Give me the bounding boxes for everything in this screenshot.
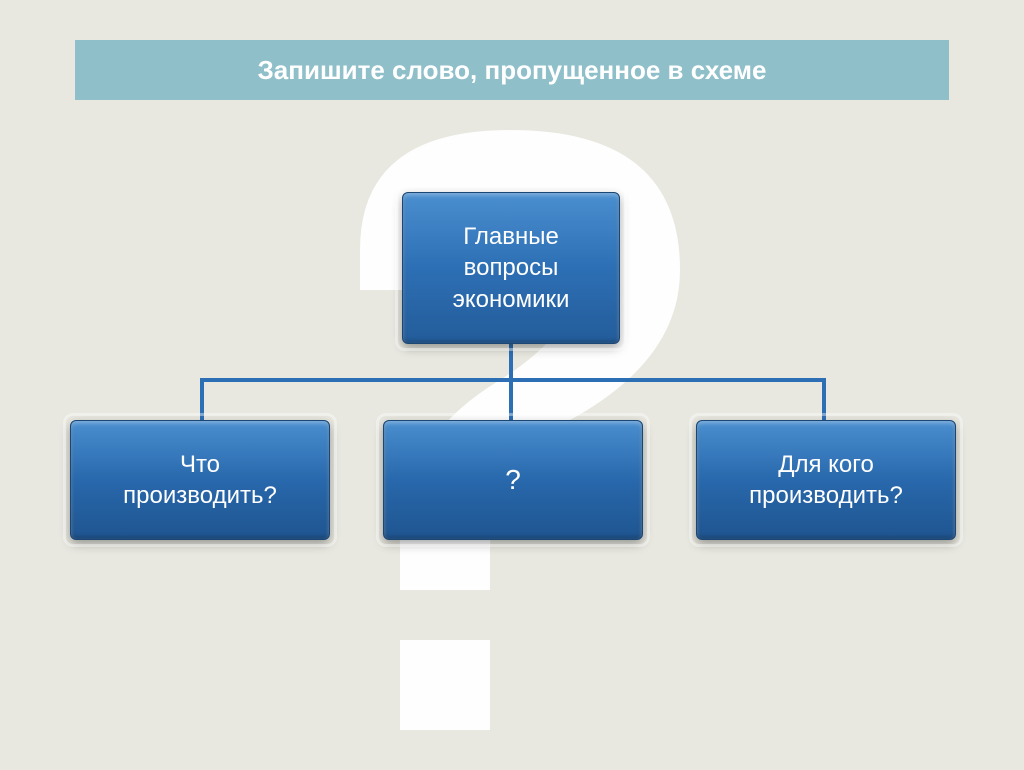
child-node-right: Для кого производить?: [696, 420, 956, 540]
root-node: Главные вопросы экономики: [402, 192, 620, 344]
connector-line: [509, 344, 513, 380]
connector-line: [200, 378, 826, 382]
child-node-mid: ?: [383, 420, 643, 540]
child-node-label: Что производить?: [123, 449, 277, 511]
connector-line: [822, 378, 826, 420]
child-node-left: Что производить?: [70, 420, 330, 540]
child-node-label: ?: [505, 462, 521, 498]
page-title: Запишите слово, пропущенное в схеме: [258, 55, 767, 86]
root-node-label: Главные вопросы экономики: [453, 221, 570, 315]
title-bar: Запишите слово, пропущенное в схеме: [75, 40, 949, 100]
connector-line: [200, 378, 204, 420]
connector-line: [509, 378, 513, 420]
child-node-label: Для кого производить?: [749, 449, 903, 511]
